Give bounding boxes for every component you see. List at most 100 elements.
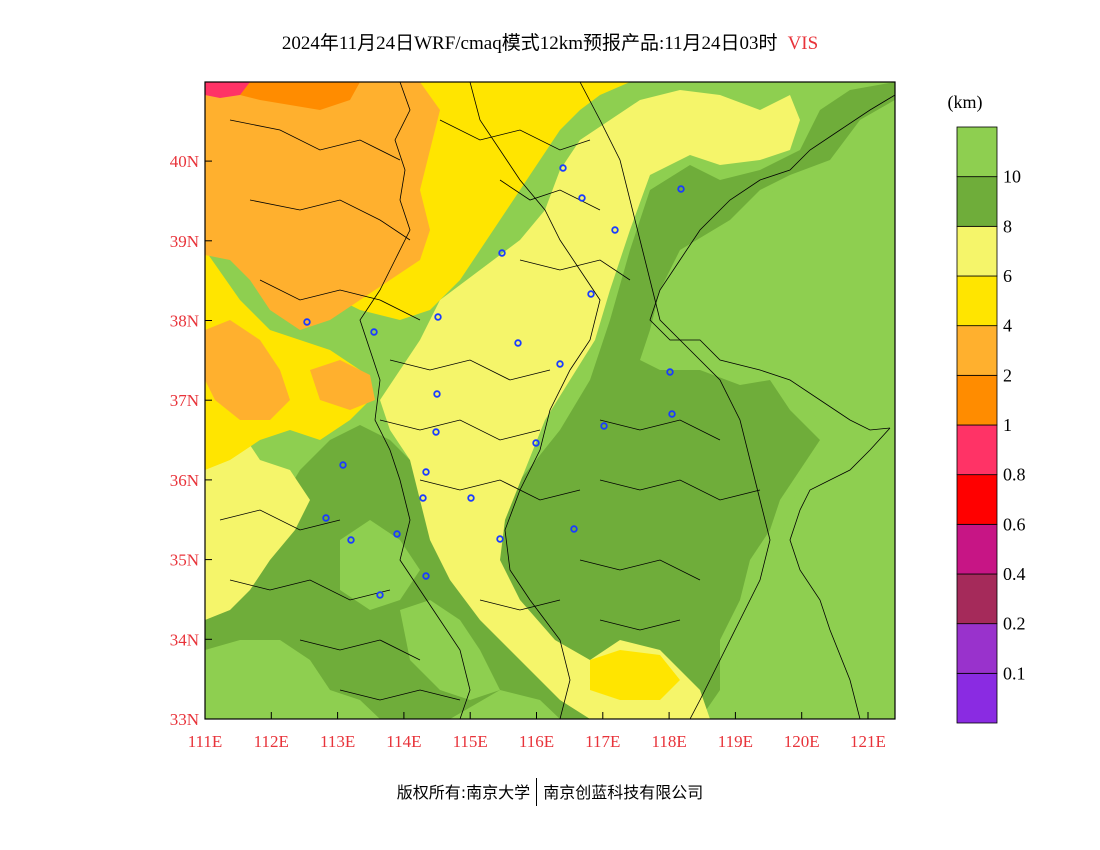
city-marker-icon — [677, 185, 685, 193]
lon-tick-label: 111E — [188, 732, 223, 751]
vis-region-gt10-east — [655, 100, 895, 719]
colorbar-swatch — [956, 126, 998, 178]
city-marker-icon — [556, 360, 564, 368]
city-marker-icon — [559, 164, 567, 172]
map-title-main: 2024年11月24日WRF/cmaq模式12km预报产品:11月24日03时 — [281, 33, 778, 54]
city-marker-icon — [498, 249, 506, 257]
vis-region-6-8-corridor — [380, 90, 800, 719]
colorbar-level-label: 0.8 — [1003, 465, 1026, 485]
copyright-footer: 版权所有:南京大学 南京创蓝科技有限公司 — [0, 777, 1100, 808]
lat-tick-label: 35N — [170, 551, 199, 570]
map-title: 2024年11月24日WRF/cmaq模式12km预报产品:11月24日03时 V… — [0, 28, 1100, 55]
lat-tick-label: 39N — [170, 232, 199, 251]
colorbar-swatch — [956, 225, 998, 277]
city-marker-icon — [532, 439, 540, 447]
colorbar-level-label: 0.4 — [1003, 564, 1026, 584]
city-marker-icon — [432, 428, 440, 436]
city-marker-icon — [611, 226, 619, 234]
city-marker-icon — [419, 494, 427, 502]
copyright-separator — [536, 777, 538, 806]
longitude-axis: 111E 112E 113E 114E 115E 116E 117E 118E 119E 120E… — [188, 712, 886, 751]
city-marker-icon — [600, 422, 608, 430]
colorbar-level-label: 4 — [1003, 316, 1012, 336]
lon-tick-label: 119E — [718, 732, 753, 751]
vis-region-0.8-1-corner — [205, 82, 250, 98]
city-marker-icon — [393, 530, 401, 538]
lon-tick-label: 115E — [453, 732, 488, 751]
colorbar-level-label: 8 — [1003, 216, 1012, 236]
colorbar-level-label: 0.2 — [1003, 614, 1026, 634]
province-boundary-east — [579, 82, 771, 719]
vis-region-gt10-center-south — [340, 520, 420, 610]
city-marker-icon — [578, 194, 586, 202]
city-marker-icon — [433, 390, 441, 398]
city-marker-icon — [339, 461, 347, 469]
city-marker-group — [303, 164, 685, 599]
colorbar-level-label: 0.1 — [1003, 663, 1026, 683]
city-marker-icon — [666, 368, 674, 376]
vis-region-2-4-northwest — [205, 82, 440, 330]
city-marker-icon — [322, 514, 330, 522]
colorbar-swatch — [956, 672, 998, 724]
colorbar-swatch — [956, 176, 998, 227]
visibility-field — [205, 82, 895, 719]
city-boundaries-north — [229, 119, 631, 321]
city-marker-icon — [668, 410, 676, 418]
colorbar-swatch — [956, 424, 998, 476]
city-marker-icon — [422, 572, 430, 580]
vis-region-2-4-patch — [310, 360, 375, 410]
colorbar-level-label: 2 — [1003, 365, 1012, 385]
lon-tick-label: 114E — [386, 732, 421, 751]
lat-tick-label: 36N — [170, 471, 199, 490]
colorbar-level-label: 6 — [1003, 266, 1012, 286]
vis-region-4-6-south — [590, 650, 680, 700]
colorbar-swatch — [956, 623, 998, 674]
lon-tick-label: 113E — [320, 732, 355, 751]
city-marker-icon — [514, 339, 522, 347]
city-marker-icon — [422, 468, 430, 476]
lat-tick-label: 38N — [170, 312, 199, 331]
coastline-east — [649, 94, 895, 719]
map-title-variable: VIS — [787, 33, 819, 54]
colorbar-unit: (km) — [948, 92, 983, 113]
lat-tick-label: 34N — [170, 630, 199, 649]
copyright-left: 版权所有:南京大学 — [396, 783, 531, 802]
colorbar-swatch — [956, 374, 998, 426]
city-marker-icon — [303, 318, 311, 326]
colorbar-level-label: 1 — [1003, 415, 1012, 435]
city-boundaries-south — [219, 509, 701, 701]
lon-tick-label: 118E — [651, 732, 686, 751]
city-marker-icon — [467, 494, 475, 502]
colorbar-swatch — [956, 573, 998, 625]
copyright-right: 南京创蓝科技有限公司 — [543, 783, 704, 802]
vis-region-2-4-west — [205, 320, 290, 420]
city-marker-icon — [434, 313, 442, 321]
vis-region-1-2-northwest — [240, 82, 360, 110]
lon-tick-label: 116E — [519, 732, 554, 751]
lat-tick-label: 37N — [170, 391, 199, 410]
lat-tick-label: 33N — [170, 710, 199, 729]
lat-tick-label: 40N — [170, 152, 199, 171]
colorbar: 0.1 0.2 0.4 0.6 0.8 1 2 4 6 8 10 — [956, 126, 1026, 724]
colorbar-level-label: 0.6 — [1003, 514, 1026, 534]
colorbar-swatch — [956, 474, 998, 525]
city-marker-icon — [370, 328, 378, 336]
colorbar-swatch — [956, 325, 998, 376]
vis-region-6-8-west — [205, 420, 310, 620]
colorbar-level-label: 10 — [1003, 167, 1021, 187]
province-boundary-central — [469, 82, 601, 719]
city-marker-icon — [496, 535, 504, 543]
vis-region-gt10-southwest — [205, 640, 380, 719]
city-marker-icon — [347, 536, 355, 544]
city-boundaries-central — [379, 359, 761, 501]
vis-region-gt10-south-central — [400, 600, 500, 700]
colorbar-swatch — [956, 523, 998, 575]
lon-tick-label: 121E — [850, 732, 886, 751]
admin-boundaries — [219, 82, 895, 719]
lon-tick-label: 112E — [254, 732, 289, 751]
latitude-axis: 33N 34N 35N 36N 37N 38N 39N 40N — [170, 152, 212, 729]
colorbar-swatch — [956, 275, 998, 327]
lon-tick-label: 117E — [585, 732, 620, 751]
